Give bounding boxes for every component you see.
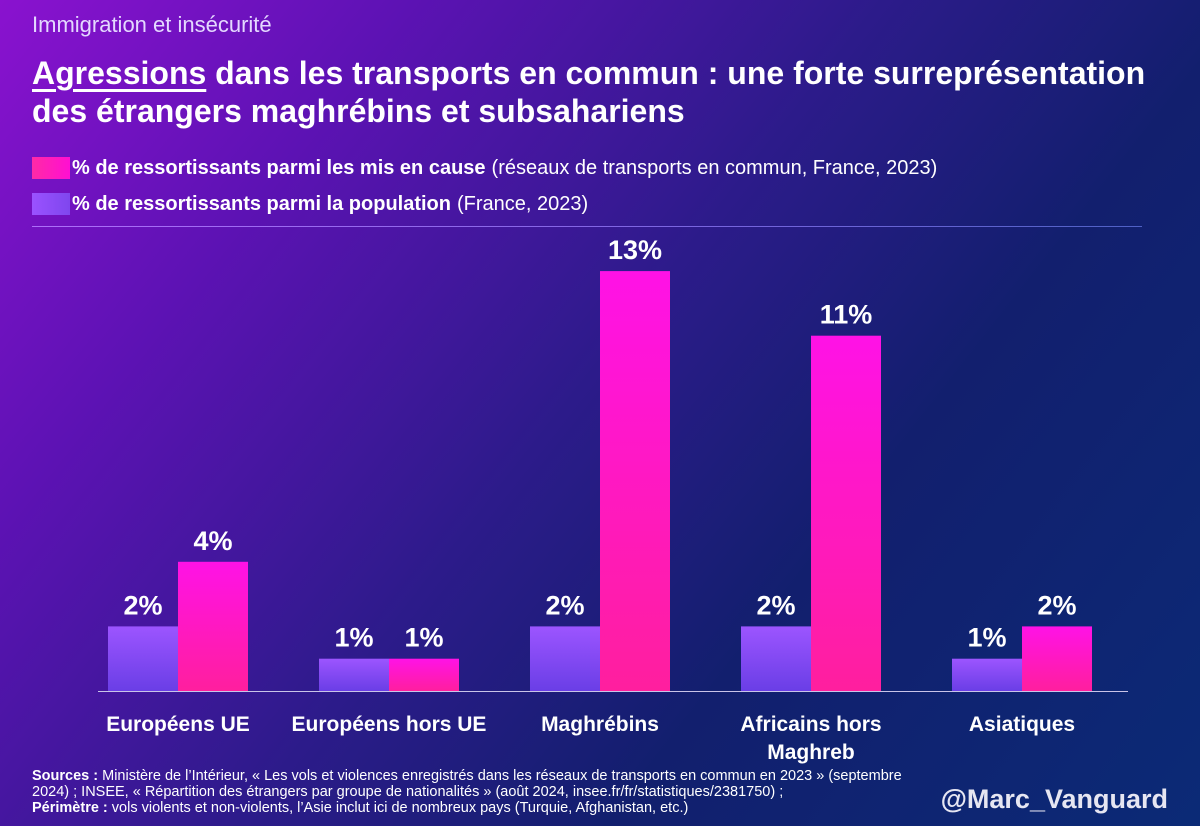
bar-population-africains-hors-maghreb [741, 626, 811, 691]
category-label-europeens-hors-ue: Européens hors UE [292, 713, 487, 736]
value-label-population-europeens-ue: 2% [123, 590, 162, 620]
title-underlined: Agressions [32, 55, 207, 91]
category-label-europeens-ue: Européens UE [106, 713, 250, 736]
value-label-population-africains-hors-maghreb: 2% [756, 590, 795, 620]
value-label-population-europeens-hors-ue: 1% [334, 623, 373, 653]
bar-mis-en-cause-asiatiques [1022, 626, 1092, 691]
category-label-africains-hors-maghreb: Africains hors Maghreb [740, 713, 881, 764]
value-label-mis-en-cause-asiatiques: 2% [1037, 590, 1076, 620]
legend-swatch-population [32, 193, 70, 215]
bar-mis-en-cause-maghrebins [600, 271, 670, 691]
bar-population-asiatiques [952, 658, 1022, 691]
kicker: Immigration et insécurité [32, 12, 272, 37]
perimetre-label: Périmètre : [32, 800, 108, 816]
sources-label: Sources : [32, 768, 99, 784]
sources: Sources : Ministère de l’Intérieur, « Le… [32, 768, 932, 816]
value-label-mis-en-cause-europeens-ue: 4% [193, 526, 232, 556]
bar-mis-en-cause-europeens-ue [178, 561, 248, 691]
bar-population-europeens-hors-ue [319, 658, 389, 691]
sources-text: Ministère de l’Intérieur, « Les vols et … [32, 768, 902, 800]
value-label-mis-en-cause-maghrebins: 13% [608, 235, 662, 265]
legend-label-mis-en-cause: % de ressortissants parmi les mis en cau… [72, 156, 486, 179]
chart-title: Agressions dans les transports en commun… [32, 54, 1182, 130]
bar-population-maghrebins [530, 626, 600, 691]
value-label-mis-en-cause-europeens-hors-ue: 1% [404, 623, 443, 653]
value-label-population-maghrebins: 2% [545, 590, 584, 620]
category-label-asiatiques: Asiatiques [969, 713, 1075, 736]
divider [32, 226, 1142, 227]
legend-item-mis-en-cause: % de ressortissants parmi les mis en cau… [32, 150, 937, 186]
legend-label-population: % de ressortissants parmi la population [72, 192, 451, 215]
bar-chart: 2% 4% Européens UE 1% 1% Européens hors UE 2% 1… [98, 235, 1128, 764]
legend-note-population: (France, 2023) [456, 192, 589, 215]
value-label-population-asiatiques: 1% [967, 623, 1006, 653]
value-label-mis-en-cause-africains-hors-maghreb: 11% [820, 300, 873, 330]
legend-item-population: % de ressortissants parmi la population … [32, 186, 937, 222]
bar-mis-en-cause-africains-hors-maghreb [811, 335, 881, 691]
legend-note-mis-en-cause: (réseaux de transports en commun, France… [491, 156, 938, 179]
bar-mis-en-cause-europeens-hors-ue [389, 658, 459, 691]
bar-population-europeens-ue [108, 626, 178, 691]
legend-swatch-mis-en-cause [32, 157, 70, 179]
perimetre-text: vols violents et non-violents, l’Asie in… [107, 800, 689, 816]
legend: % de ressortissants parmi les mis en cau… [32, 150, 937, 222]
author-handle: @Marc_Vanguard [940, 784, 1168, 814]
category-label-maghrebins: Maghrébins [541, 713, 659, 736]
title-rest: dans les transports en commun : une fort… [32, 55, 1146, 129]
